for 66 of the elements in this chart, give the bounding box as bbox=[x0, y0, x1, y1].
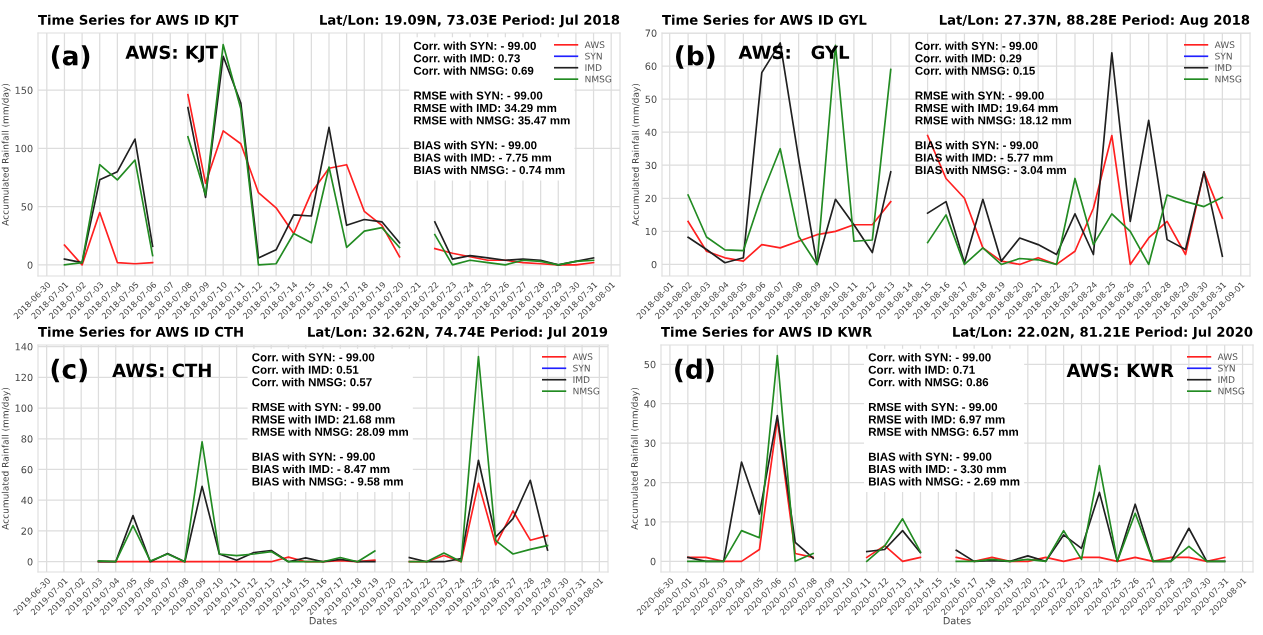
legend-label: SYN bbox=[1218, 364, 1235, 372]
y-tick-label: 50 bbox=[21, 203, 33, 211]
annotation: AWS: KJT bbox=[125, 45, 218, 63]
text: Corr. with SYN: - 99.00 Corr. with IMD: 0.71 Corr. with NMSG: 0.86 RMSE with SYN: - 99.00 RMSE with IMD: 6.97 mm RMSE with NMSG: 6.57 mm BIAS with SYN: - 99.00 BIAS with IMD: - 3.30 mm BIAS with NMSG: - 2.69 mm bbox=[868, 352, 1020, 486]
chart-title: Time Series for AWS ID CTH bbox=[38, 326, 243, 337]
legend-label: AWS bbox=[1217, 353, 1238, 361]
y-tick-label: 20 bbox=[645, 194, 657, 203]
x-axis-title: Dates bbox=[309, 617, 337, 625]
legend-label: AWS bbox=[572, 353, 593, 361]
chart-title: Time Series for AWS ID GYL bbox=[662, 14, 867, 25]
y-tick-label: 80 bbox=[21, 435, 33, 443]
y-tick-label: 20 bbox=[21, 527, 33, 535]
legend-label: NMSG bbox=[585, 75, 612, 83]
y-tick-label: 0 bbox=[650, 557, 656, 566]
y-axis-title: Accumulated Rainfall (mm/day) bbox=[1, 387, 11, 530]
y-tick-label: 100 bbox=[15, 404, 33, 412]
legend-label: IMD bbox=[585, 64, 602, 71]
chart-title: Time Series for AWS ID KJT bbox=[38, 14, 239, 28]
annotation: (d) bbox=[675, 358, 714, 383]
legend-label: SYN bbox=[585, 52, 602, 60]
y-tick-label: 100 bbox=[15, 144, 33, 153]
y-tick-label: 30 bbox=[645, 161, 657, 170]
y-tick-label: 50 bbox=[645, 95, 657, 103]
y-axis-title: Accumulated Rainfall (mm/day) bbox=[1, 83, 11, 226]
chart-title: Time Series for AWS ID KWR bbox=[661, 326, 872, 337]
y-tick-label: 50 bbox=[644, 360, 656, 369]
legend-label: SYN bbox=[1215, 52, 1232, 60]
legend-label: AWS bbox=[1214, 41, 1235, 49]
chart-subtitle: Lat/Lon: 19.09N, 73.03E Period: Jul 2018 bbox=[320, 14, 620, 28]
y-tick-label: 60 bbox=[21, 465, 33, 474]
y-axis-title: Accumulated Rainfall (mm/day) bbox=[630, 387, 640, 530]
y-tick-label: 40 bbox=[644, 400, 656, 408]
annotation: AWS: CTH bbox=[112, 363, 211, 378]
y-tick-label: 30 bbox=[644, 439, 656, 447]
legend-label: NMSG bbox=[1218, 387, 1245, 395]
y-tick-label: 120 bbox=[15, 373, 33, 382]
text: Corr. with SYN: - 99.00 Corr. with IMD: 0.51 Corr. with NMSG: 0.57 RMSE with SYN: - 99.00 RMSE with IMD: 21.68 mm RMSE with NMSG: 28.09 mm BIAS with SYN: - 99.00 BIAS with IMD: - 8.47 mm BIAS with NMSG: - 9.58 mm bbox=[252, 352, 408, 486]
text: Corr. with SYN: - 99.00 Corr. with IMD: 0.73 Corr. with NMSG: 0.69 RMSE with SYN: - 99.00 RMSE with IMD: 34.29 mm RMSE with NMSG: 35.47 mm BIAS with SYN: - 99.00 BIAS with IMD: - 7.75 mm BIAS with NMSG: - 0.74 mm bbox=[413, 41, 570, 175]
y-tick-label: 10 bbox=[644, 518, 656, 526]
legend-label: IMD bbox=[1215, 64, 1232, 71]
y-axis-title: Accumulated Rainfall (mm/day) bbox=[631, 83, 641, 226]
chart-subtitle: Lat/Lon: 22.02N, 81.21E Period: Jul 2020 bbox=[953, 326, 1253, 340]
annotation: (c) bbox=[51, 358, 87, 383]
legend-label: IMD bbox=[1218, 376, 1235, 383]
annotation: (a) bbox=[51, 45, 90, 69]
legend-label: NMSG bbox=[573, 387, 600, 395]
y-tick-label: 150 bbox=[15, 86, 33, 94]
legend-label: IMD bbox=[573, 376, 590, 383]
y-tick-label: 40 bbox=[645, 128, 657, 137]
y-tick-label: 70 bbox=[645, 29, 657, 37]
y-tick-label: 140 bbox=[15, 343, 33, 351]
chart-subtitle: Lat/Lon: 27.37N, 88.28E Period: Aug 2018 bbox=[939, 14, 1250, 28]
legend-label: SYN bbox=[573, 364, 590, 372]
y-tick-label: 60 bbox=[645, 62, 657, 70]
y-tick-label: 40 bbox=[21, 496, 33, 505]
annotation: AWS: KWR bbox=[1066, 363, 1174, 378]
legend-label: AWS bbox=[584, 41, 605, 49]
y-tick-label: 0 bbox=[27, 558, 33, 566]
chart-subtitle: Lat/Lon: 32.62N, 74.74E Period: Jul 2019 bbox=[308, 326, 608, 340]
y-tick-label: 0 bbox=[27, 261, 33, 269]
legend-label: NMSG bbox=[1215, 75, 1242, 83]
y-tick-label: 10 bbox=[645, 227, 657, 236]
y-tick-label: 20 bbox=[644, 479, 656, 487]
annotation: (b) bbox=[676, 45, 715, 69]
y-tick-label: 0 bbox=[651, 260, 657, 269]
x-axis-title: Dates bbox=[943, 617, 971, 625]
